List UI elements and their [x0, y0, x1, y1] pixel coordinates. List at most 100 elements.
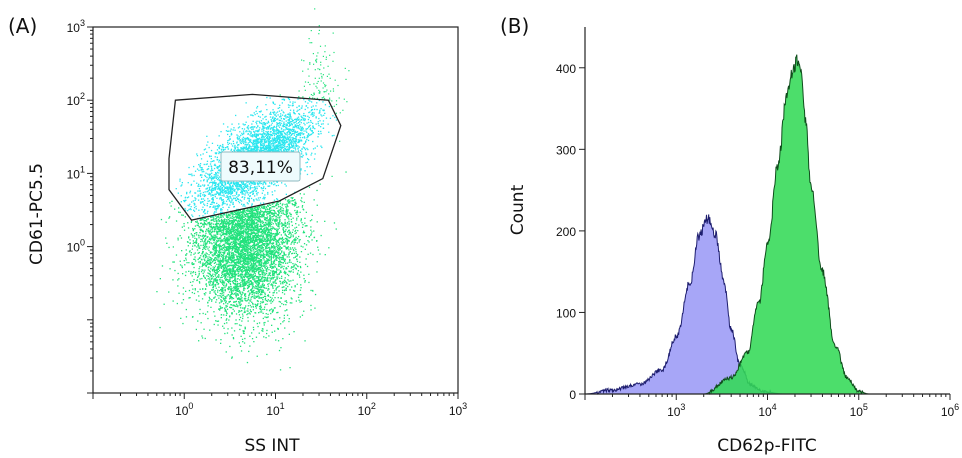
- scatter-point: [260, 228, 262, 230]
- scatter-point: [283, 281, 285, 283]
- scatter-point: [208, 241, 211, 243]
- scatter-point: [246, 250, 248, 253]
- scatter-point: [213, 250, 215, 252]
- scatter-point: [285, 211, 287, 213]
- scatter-point: [258, 257, 260, 260]
- scatter-point: [252, 277, 254, 279]
- scatter-point: [277, 257, 279, 259]
- scatter-point: [251, 282, 253, 284]
- scatter-point: [230, 235, 232, 237]
- scatter-point: [261, 272, 263, 274]
- scatter-point: [256, 250, 258, 252]
- scatter-point: [262, 234, 265, 236]
- scatter-point: [238, 302, 240, 304]
- scatter-point: [239, 279, 241, 281]
- scatter-point: [242, 226, 244, 228]
- scatter-point: [235, 236, 237, 238]
- scatter-point: [280, 207, 282, 210]
- scatter-point: [253, 217, 255, 219]
- scatter-point: [225, 283, 228, 285]
- scatter-point: [269, 240, 272, 242]
- scatter-point: [218, 227, 220, 229]
- scatter-point: [271, 221, 273, 223]
- scatter-point: [243, 283, 245, 285]
- scatter-point: [247, 239, 249, 241]
- scatter-point: [226, 259, 228, 261]
- scatter-point: [272, 236, 274, 238]
- scatter-point: [277, 206, 280, 208]
- scatter-point: [292, 217, 294, 219]
- scatter-point: [249, 238, 251, 240]
- scatter-point: [205, 283, 207, 285]
- scatter-point: [263, 213, 265, 215]
- scatter-point: [225, 221, 227, 223]
- scatter-point: [184, 274, 187, 277]
- scatter-point: [215, 293, 217, 295]
- scatter-point: [220, 213, 222, 216]
- scatter-point: [172, 246, 174, 248]
- scatter-point: [235, 247, 237, 250]
- scatter-point: [242, 238, 245, 241]
- scatter-point: [247, 313, 249, 315]
- scatter-point: [229, 297, 232, 299]
- scatter-point: [245, 297, 247, 300]
- scatter-point: [257, 303, 259, 305]
- scatter-point: [271, 216, 273, 218]
- scatter-point: [253, 320, 255, 322]
- scatter-point: [232, 235, 234, 237]
- scatter-point: [235, 262, 238, 264]
- scatter-point: [204, 263, 206, 265]
- scatter-point: [272, 257, 275, 259]
- scatter-point: [257, 260, 259, 262]
- scatter-point: [277, 265, 280, 267]
- scatter-point: [208, 263, 210, 265]
- scatter-point: [253, 257, 255, 259]
- scatter-point: [259, 258, 261, 261]
- scatter-point: [222, 295, 224, 297]
- scatter-point: [204, 260, 206, 262]
- scatter-point: [243, 287, 245, 290]
- scatter-point: [176, 302, 178, 305]
- scatter-point: [218, 220, 220, 222]
- scatter-point: [267, 210, 269, 213]
- scatter-point: [213, 297, 215, 299]
- scatter-point: [273, 281, 275, 283]
- scatter-point: [236, 224, 238, 226]
- scatter-point: [301, 205, 304, 207]
- scatter-point: [239, 316, 242, 319]
- scatter-point: [241, 271, 243, 273]
- scatter-point: [241, 300, 244, 302]
- scatter-point: [229, 294, 231, 296]
- scatter-point: [207, 269, 210, 271]
- scatter-point: [257, 220, 259, 222]
- scatter-point: [227, 328, 229, 330]
- scatter-point: [261, 292, 263, 294]
- scatter-point: [289, 302, 291, 304]
- scatter-point: [264, 238, 266, 241]
- scatter-point: [222, 288, 224, 290]
- scatter-point: [195, 299, 198, 301]
- scatter-point: [232, 337, 235, 339]
- scatter-point: [243, 256, 245, 258]
- scatter-point: [249, 248, 251, 250]
- scatter-point: [253, 246, 255, 248]
- scatter-point: [252, 223, 254, 225]
- scatter-point: [252, 228, 255, 230]
- scatter-point: [208, 256, 210, 258]
- scatter-point: [296, 237, 299, 240]
- scatter-point: [228, 224, 230, 226]
- scatter-point: [253, 266, 255, 269]
- scatter-point: [250, 311, 252, 313]
- scatter-point: [316, 204, 318, 206]
- scatter-point: [246, 271, 248, 273]
- scatter-point: [218, 230, 220, 232]
- scatter-point: [274, 266, 276, 268]
- scatter-point: [207, 305, 209, 307]
- scatter-point: [260, 306, 262, 308]
- scatter-point: [240, 298, 242, 300]
- scatter-point: [257, 280, 259, 282]
- scatter-point: [252, 278, 254, 280]
- scatter-point: [217, 271, 219, 273]
- scatter-point: [191, 263, 193, 265]
- scatter-point: [239, 224, 241, 226]
